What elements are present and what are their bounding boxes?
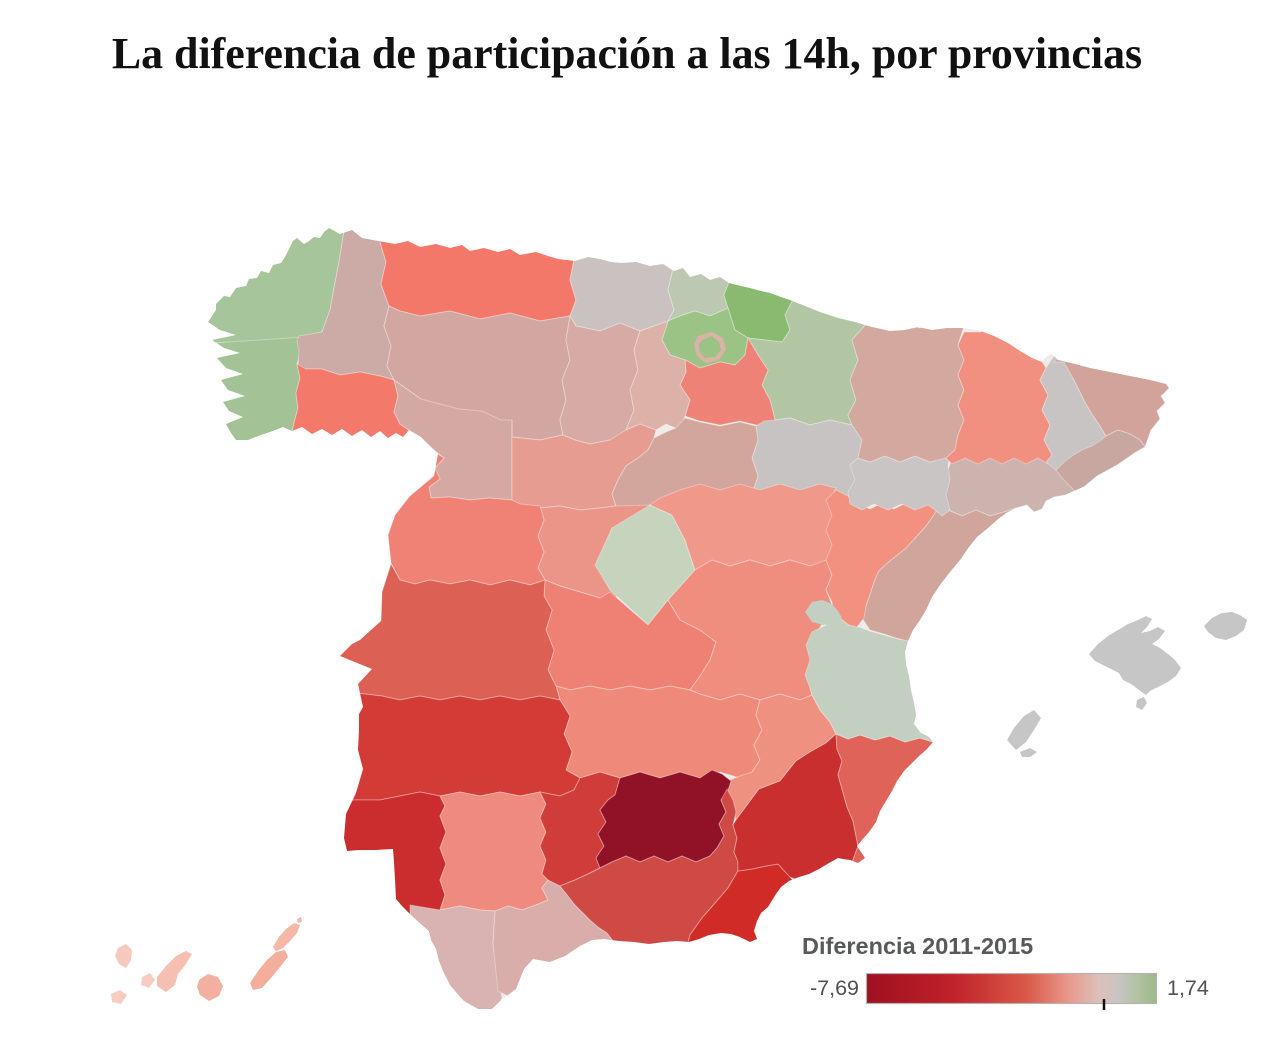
svg-text:-7,69: -7,69	[810, 976, 859, 1000]
svg-text:Diferencia 2011-2015: Diferencia 2011-2015	[802, 933, 1033, 959]
svg-text:1,74: 1,74	[1167, 976, 1209, 1000]
